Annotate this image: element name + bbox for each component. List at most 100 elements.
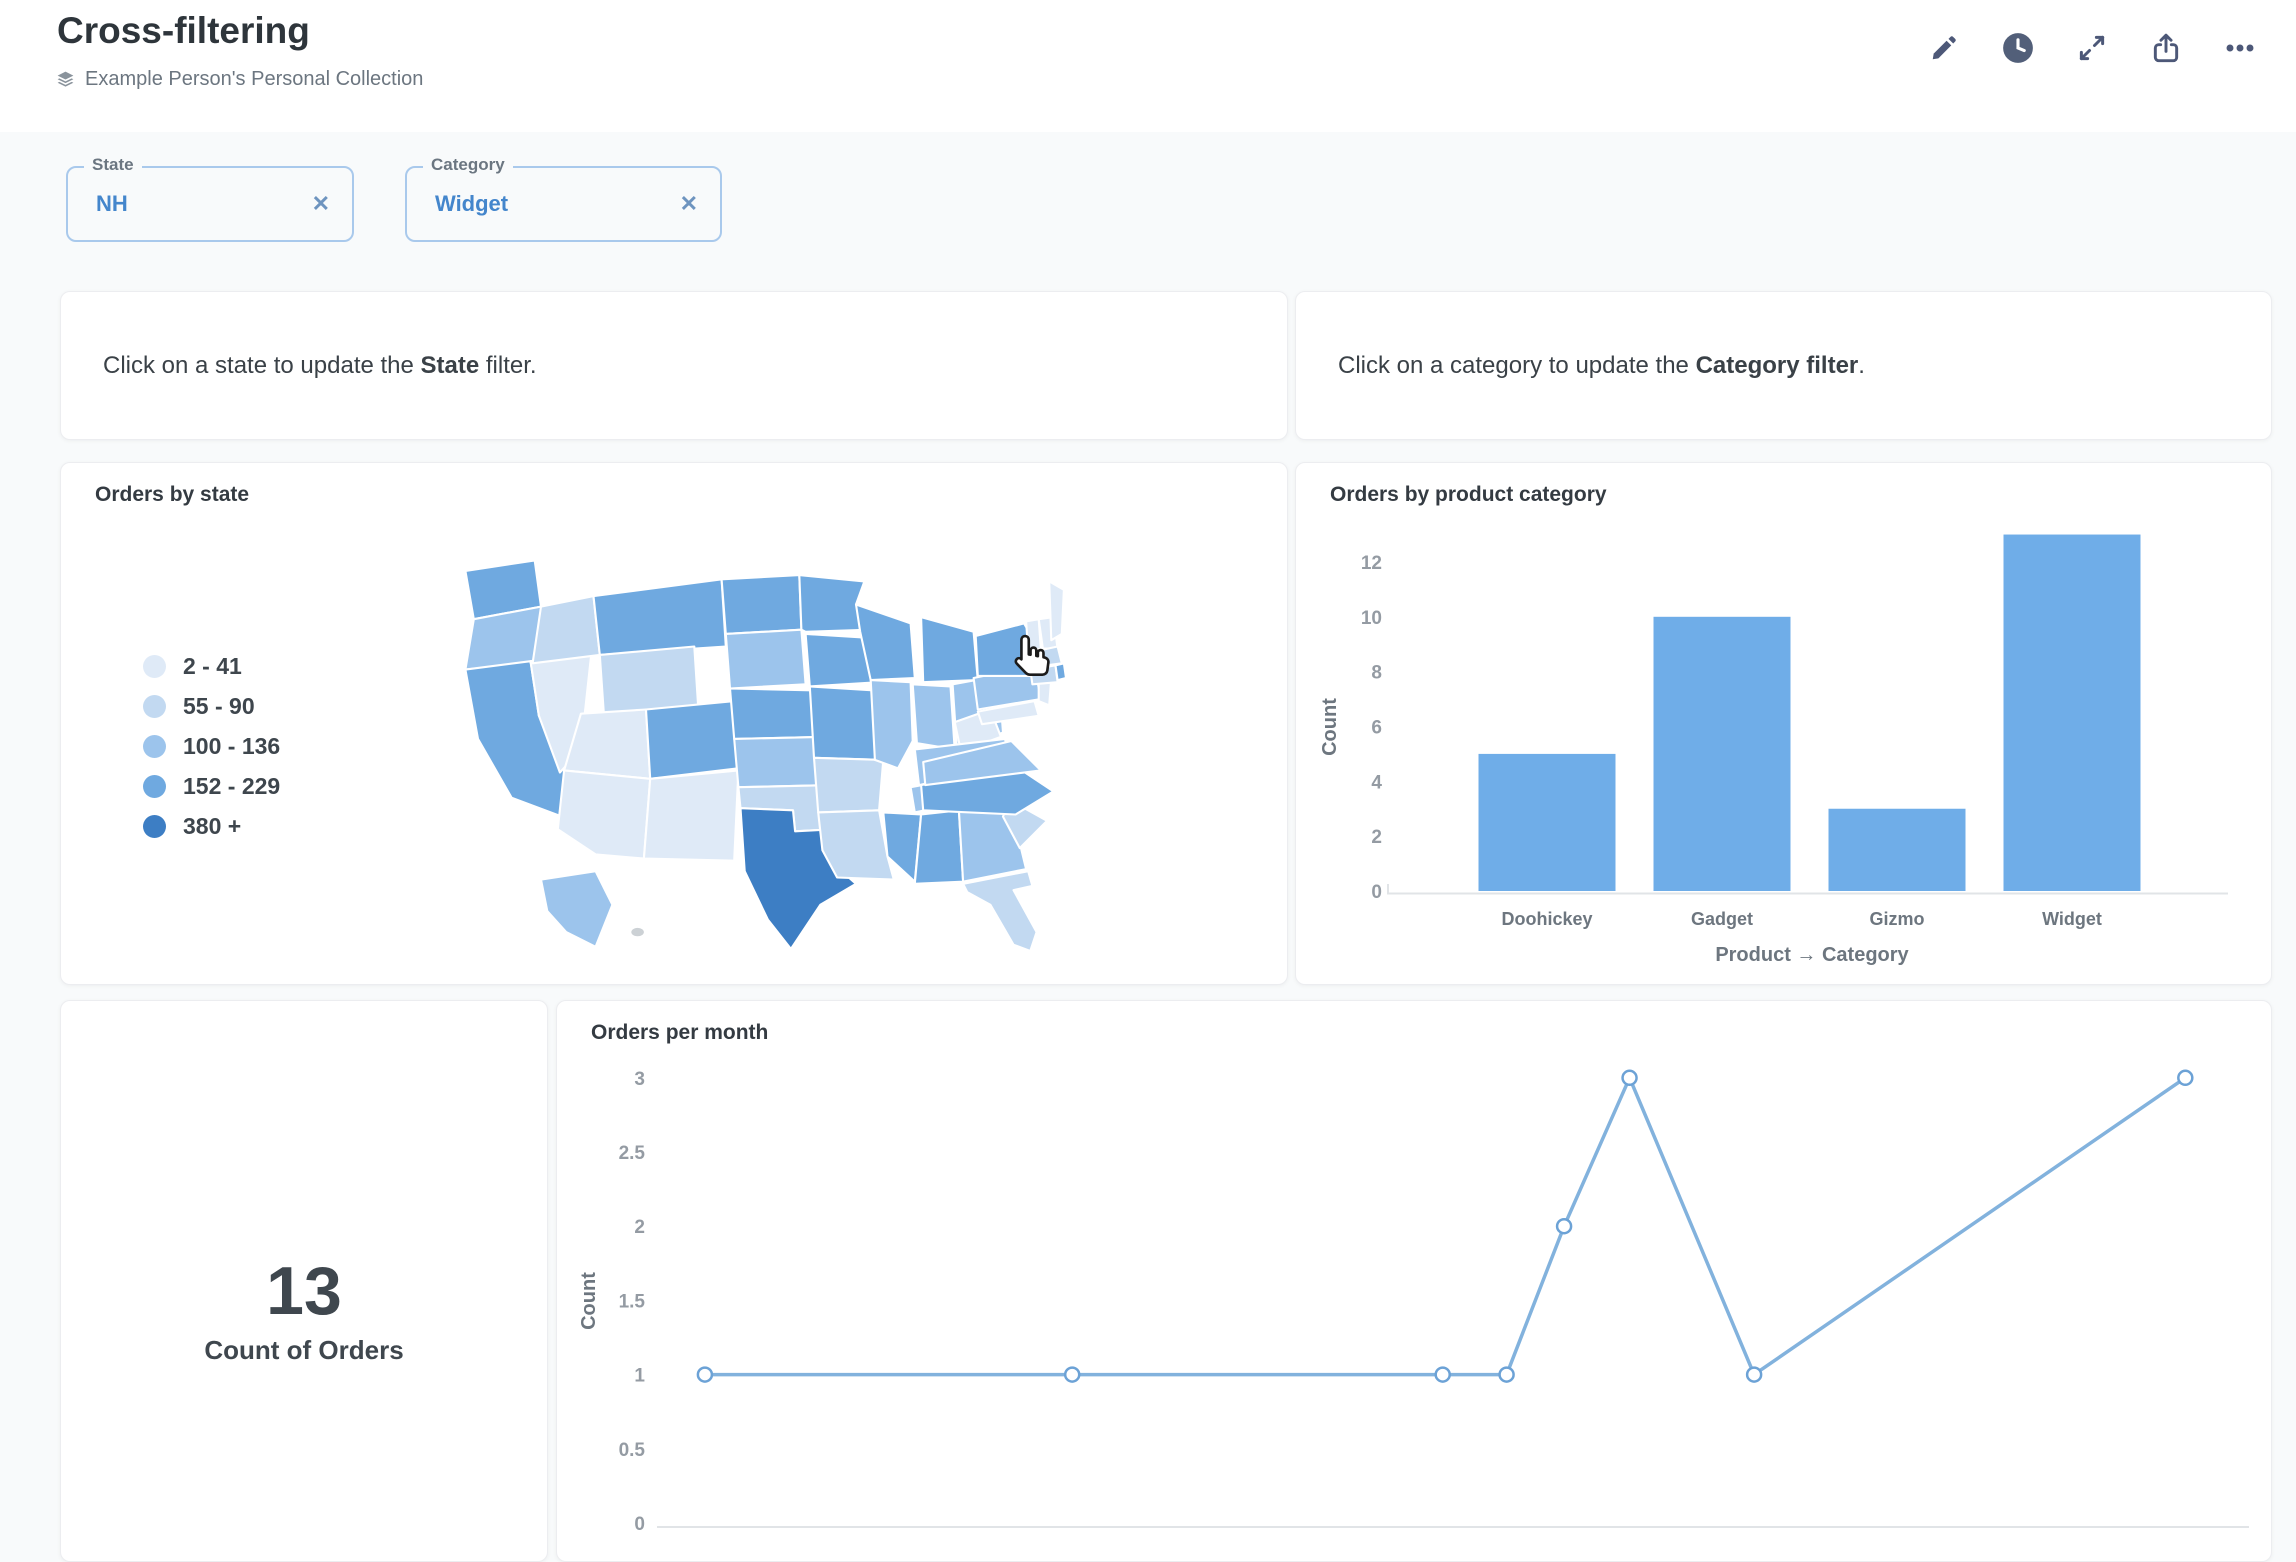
state-ID[interactable] — [531, 595, 601, 665]
text-card-state-hint: Click on a state to update the State fil… — [60, 291, 1288, 440]
line-marker — [696, 1366, 714, 1383]
state-VA[interactable] — [922, 739, 1042, 787]
state-MT[interactable] — [592, 578, 727, 656]
collection-icon — [55, 69, 76, 90]
bar-x-tick: Doohickey — [1501, 909, 1592, 929]
line-series — [703, 1076, 2188, 1377]
line-y-tick: 2 — [634, 1217, 645, 1238]
breadcrumb[interactable]: Example Person's Personal Collection — [55, 68, 423, 91]
auto-refresh-button[interactable] — [1998, 28, 2038, 68]
filter-label: Category — [423, 155, 513, 175]
filter-chip-category[interactable]: Category Widget ✕ — [405, 155, 722, 242]
legend-label: 152 - 229 — [183, 773, 281, 799]
bar-widget[interactable] — [2003, 534, 2141, 891]
ellipsis-icon — [2224, 32, 2256, 64]
more-options-button[interactable] — [2220, 28, 2260, 68]
line-marker — [1498, 1366, 1515, 1383]
bar-gadget[interactable] — [1653, 616, 1791, 891]
state-SD[interactable] — [724, 628, 807, 690]
text-card-content: Click on a category to update the Catego… — [1338, 351, 1865, 379]
line-marker — [1063, 1366, 1081, 1383]
legend-row: 100 - 136 — [143, 733, 280, 760]
scalar-wrap: 13 Count of Orders — [61, 1251, 547, 1366]
dashboard-header: Cross-filtering Example Person's Persona… — [0, 0, 2296, 132]
line-y-tick: 3 — [634, 1069, 645, 1090]
bar-y-tick: 6 — [1371, 717, 1382, 738]
legend-dot — [143, 695, 166, 718]
text-card-category-hint: Click on a category to update the Catego… — [1295, 291, 2272, 440]
line-marker — [2177, 1069, 2194, 1087]
state-AR[interactable] — [812, 756, 885, 814]
state-AL[interactable] — [913, 809, 965, 885]
line-y-tick: 1 — [634, 1366, 645, 1387]
card-title: Orders per month — [591, 1021, 769, 1044]
line-y-tick: 0.5 — [619, 1440, 646, 1461]
page-title: Cross-filtering — [57, 10, 310, 51]
bar-y-tick: 2 — [1371, 827, 1382, 848]
bar-x-axis-label: Product → Category — [1715, 944, 1909, 966]
state-LA[interactable] — [817, 809, 895, 881]
card-title: Orders by product category — [1330, 483, 1607, 506]
bar-chart[interactable]: 12 10 8 6 4 2 0 Doohickey Gadget Gizmo Widget Produ… — [1296, 463, 2271, 984]
state-ME[interactable] — [1048, 580, 1065, 642]
legend-dot — [143, 775, 166, 798]
state-MI[interactable] — [920, 616, 979, 684]
state-AK[interactable] — [539, 870, 614, 948]
state-NM[interactable] — [642, 769, 740, 862]
us-choropleth-map[interactable] — [411, 531, 1091, 951]
line-chart[interactable]: 3 2.5 2 1.5 1 0.5 0 Count — [557, 1001, 2271, 1561]
orders-per-month-card: Orders per month 3 2.5 2 1.5 1 0.5 0 Count — [556, 1000, 2272, 1562]
bar-gizmo[interactable] — [1828, 808, 1966, 891]
orders-by-category-card: Orders by product category 12 10 8 6 4 2 0 Dooh… — [1295, 462, 2272, 985]
clear-filter-icon[interactable]: ✕ — [679, 191, 698, 216]
clear-filter-icon[interactable]: ✕ — [311, 191, 330, 216]
legend-label: 2 - 41 — [183, 653, 242, 679]
state-AZ[interactable] — [556, 769, 652, 860]
collection-name: Example Person's Personal Collection — [85, 68, 424, 90]
text-card-content: Click on a state to update the State fil… — [103, 351, 537, 379]
state-IN[interactable] — [911, 683, 956, 751]
state-WI[interactable] — [854, 603, 916, 682]
share-button[interactable] — [2146, 28, 2186, 68]
map-legend: 2 - 41 55 - 90 100 - 136 152 - 229 380 + — [143, 653, 280, 840]
fullscreen-icon — [2077, 33, 2107, 63]
line-y-tick: 2.5 — [619, 1143, 646, 1164]
line-marker — [1621, 1069, 1638, 1087]
state-RI[interactable] — [1054, 662, 1068, 682]
bar-y-tick: 12 — [1361, 553, 1382, 574]
legend-dot — [143, 815, 166, 838]
state-FL[interactable] — [962, 870, 1038, 951]
legend-dot — [143, 735, 166, 758]
bar-x-tick: Gadget — [1691, 909, 1753, 929]
legend-dot — [143, 655, 166, 678]
legend-row: 380 + — [143, 813, 280, 840]
count-of-orders-card: 13 Count of Orders — [60, 1000, 548, 1562]
legend-row: 2 - 41 — [143, 653, 280, 680]
state-MD[interactable] — [976, 700, 1040, 726]
scalar-value: 13 — [266, 1253, 342, 1329]
orders-by-state-card: Orders by state 2 - 41 55 - 90 100 - 136 15… — [60, 462, 1288, 985]
clock-icon — [2001, 31, 2035, 65]
filter-value[interactable]: NH — [96, 191, 128, 216]
bar-y-tick: 0 — [1371, 882, 1382, 903]
line-y-axis-label: Count — [578, 1272, 600, 1330]
edit-dashboard-button[interactable] — [1924, 28, 1964, 68]
filter-value[interactable]: Widget — [435, 191, 509, 216]
state-HI[interactable] — [629, 925, 646, 939]
bar-y-tick: 10 — [1361, 608, 1382, 629]
state-IL[interactable] — [869, 679, 914, 770]
bar-x-axis-line — [1387, 884, 2228, 895]
header-actions — [1924, 28, 2260, 68]
state-CO[interactable] — [644, 700, 740, 780]
line-marker — [1434, 1366, 1451, 1383]
legend-label: 55 - 90 — [183, 693, 255, 719]
line-marker — [1745, 1366, 1763, 1383]
state-ND[interactable] — [720, 574, 803, 635]
line-y-tick: 1.5 — [619, 1291, 646, 1312]
pencil-icon — [1929, 33, 1959, 63]
fullscreen-button[interactable] — [2072, 28, 2112, 68]
filter-chip-state[interactable]: State NH ✕ — [66, 155, 354, 242]
legend-row: 152 - 229 — [143, 773, 280, 800]
bar-doohickey[interactable] — [1478, 753, 1616, 891]
